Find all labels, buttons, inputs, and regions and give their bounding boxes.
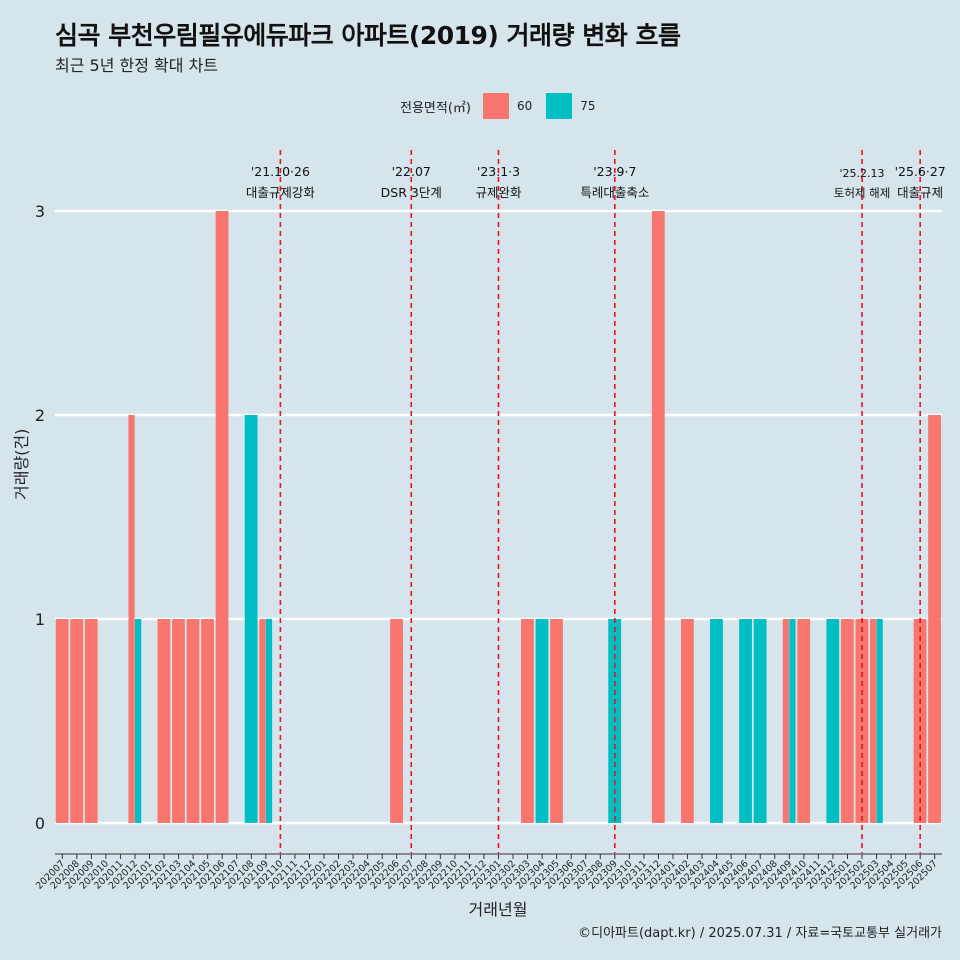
bar-202501-60 xyxy=(840,619,854,823)
bar-202109-60 xyxy=(259,619,266,823)
bar-202410-60 xyxy=(797,619,811,823)
y-tick-label: 0 xyxy=(35,814,45,833)
chart-title: 심곡 부천우림필유에듀파크 아파트(2019) 거래량 변화 흐름 xyxy=(55,21,681,50)
bar-202406-75 xyxy=(739,619,752,823)
bar-202503-75 xyxy=(876,619,883,823)
legend-label-75: 75 xyxy=(580,99,596,113)
annotation-date: '23.9·7 xyxy=(593,164,636,179)
bar-202503-60 xyxy=(870,619,877,823)
bar-202409-60 xyxy=(782,619,790,823)
legend-swatch-60 xyxy=(482,93,509,119)
bar-202102-60 xyxy=(157,619,171,823)
annotation-label: 대출규제 xyxy=(897,185,943,200)
bar-202105-60 xyxy=(201,619,214,823)
annotation-date: '21.10·26 xyxy=(251,164,310,179)
bar-202507-60 xyxy=(928,415,941,823)
bar-202008-60 xyxy=(70,619,84,823)
annotation-label: 특례대출축소 xyxy=(580,185,649,200)
bar-202012-60 xyxy=(128,415,135,823)
bar-202305-60 xyxy=(550,619,563,823)
legend-swatch-75 xyxy=(546,93,573,119)
bar-202106-60 xyxy=(215,211,229,823)
bar-202304-75 xyxy=(535,619,549,823)
bar-202404-75 xyxy=(710,619,723,823)
bar-202108-75 xyxy=(244,415,258,823)
bar-202312-60 xyxy=(651,211,665,823)
legend-item-60: 60 xyxy=(482,93,533,119)
legend-item-75: 75 xyxy=(546,93,596,119)
bar-202407-75 xyxy=(753,619,767,823)
bar-202206-60 xyxy=(390,619,403,823)
y-axis-label: 거래량(건) xyxy=(12,428,31,500)
annotation-date: '25.2.13 xyxy=(840,167,885,180)
annotation-label: DSR 3단계 xyxy=(381,185,442,200)
chart-subtitle: 최근 5년 한정 확대 차트 xyxy=(55,56,219,75)
y-tick-label: 3 xyxy=(35,202,45,221)
bar-202109-75 xyxy=(265,619,273,823)
source-caption: ©디아파트(dapt.kr) / 2025.07.31 / 자료=국토교통부 실… xyxy=(578,926,942,941)
annotation-label: 대출규제강화 xyxy=(246,185,316,200)
bar-202409-75 xyxy=(789,619,796,823)
annotation-label: 토허제 해제 xyxy=(834,186,891,200)
annotation-date: '25.6·27 xyxy=(895,164,946,179)
annotation-date: '22.07 xyxy=(392,164,431,179)
legend-title: 전용면적(㎡) xyxy=(400,100,471,116)
bar-202412-75 xyxy=(826,619,840,823)
bar-202104-60 xyxy=(186,619,200,823)
bar-202303-60 xyxy=(521,619,534,823)
bar-202007-60 xyxy=(55,619,69,823)
bar-202012-75 xyxy=(134,619,142,823)
y-tick-label: 1 xyxy=(35,610,45,629)
legend: 전용면적(㎡) 60 75 xyxy=(400,93,602,119)
bar-202103-60 xyxy=(172,619,185,823)
x-axis-label: 거래년월 xyxy=(468,900,528,919)
bar-202009-60 xyxy=(84,619,98,823)
bar-202402-60 xyxy=(680,619,694,823)
y-tick-label: 2 xyxy=(35,406,45,425)
annotation-label: 규제완화 xyxy=(475,185,522,200)
annotation-date: '23.1·3 xyxy=(477,164,520,179)
legend-label-60: 60 xyxy=(516,99,533,113)
